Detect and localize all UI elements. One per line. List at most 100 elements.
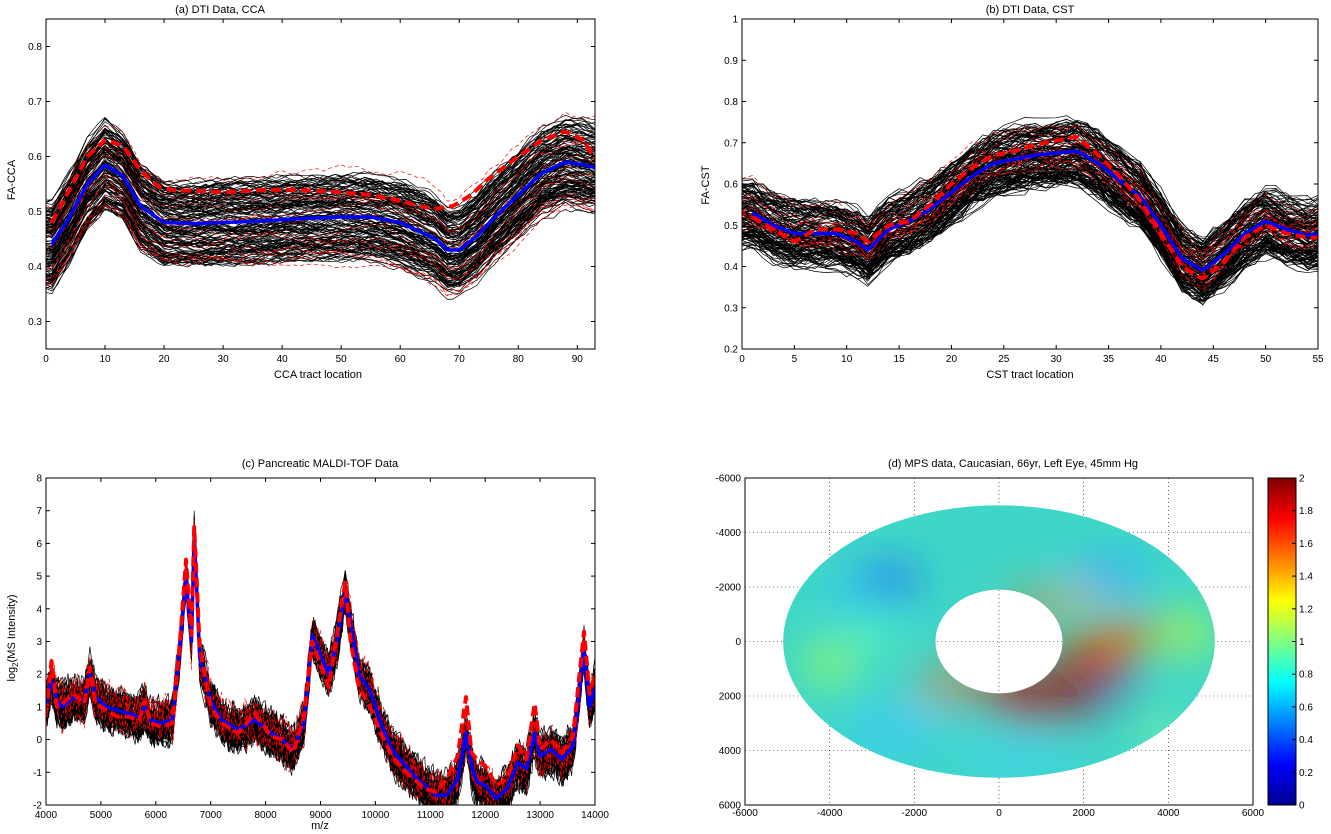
y-tick-label: -4000 <box>715 528 741 539</box>
sample-curve-black <box>742 125 1318 242</box>
y-tick-label: 0 <box>36 735 42 746</box>
x-tick-label: 40 <box>1155 354 1167 365</box>
panel-b-title: (b) DTI Data, CST <box>986 4 1075 16</box>
sample-curve-black <box>46 199 595 295</box>
y-tick-label: -2000 <box>715 583 741 594</box>
colorbar: 0 0.2 0.4 0.6 0.8 1 1.2 1.4 1.6 1.8 2 <box>1267 474 1313 812</box>
y-tick-label: 0.8 <box>724 97 738 108</box>
x-tick-label: 50 <box>336 354 348 365</box>
x-tick-label: 35 <box>1103 354 1115 365</box>
y-tick-label: 0.4 <box>724 262 738 273</box>
y-tick-label: -2 <box>33 801 42 812</box>
x-tick-label: 25 <box>998 354 1010 365</box>
colorbar-tick-label: 1.6 <box>1299 539 1313 550</box>
panel-a-xlabel: CCA tract location <box>274 369 362 381</box>
y-tick-label: -1 <box>33 768 42 779</box>
sample-curve-black <box>46 528 595 805</box>
y-tick-label: 6000 <box>719 801 742 812</box>
x-tick-label: 90 <box>572 354 584 365</box>
sample-curve-red <box>46 535 595 803</box>
panel-b-ylabel: FA-CST <box>700 165 712 204</box>
mean-curve-red-dashed <box>50 129 595 224</box>
sample-curve-black <box>46 131 595 226</box>
heatmap-blob <box>918 671 978 699</box>
sample-curve-black <box>742 170 1318 283</box>
panel-c: 4000 5000 6000 7000 8000 9000 10000 11000 12000 1… <box>33 474 609 822</box>
panel-d-title: (d) MPS data, Caucasian, 66yr, Left Eye,… <box>888 458 1138 470</box>
sample-curve-black <box>46 180 595 276</box>
colorbar-gradient <box>1267 477 1297 806</box>
sample-curve-black <box>742 172 1318 293</box>
heatmap-blob <box>829 578 872 607</box>
sample-curve-black <box>46 129 595 219</box>
sample-curve-red <box>46 173 595 270</box>
sample-curve-red <box>742 153 1318 291</box>
x-tick-label: 9000 <box>309 810 332 821</box>
sample-curve-black <box>742 145 1318 273</box>
x-tick-label: 8000 <box>254 810 277 821</box>
x-tick-label: 2000 <box>1073 808 1096 819</box>
x-tick-label: 20 <box>946 354 958 365</box>
panel-c-title: (c) Pancreatic MALDI-TOF Data <box>242 458 399 470</box>
sample-curve-black <box>742 160 1318 291</box>
colorbar-tick-label: 0.4 <box>1299 735 1313 746</box>
panel-c-xlabel: m/z <box>311 820 329 832</box>
sample-curve-black <box>46 199 595 286</box>
sample-curve-black <box>46 172 595 261</box>
sample-curve-red <box>742 124 1318 256</box>
panel-a-ylabel: FA-CCA <box>6 159 18 200</box>
x-tick-label: 50 <box>1260 354 1272 365</box>
y-tick-label: -6000 <box>715 474 741 485</box>
x-tick-label: 7000 <box>200 810 223 821</box>
sample-curve-red <box>46 180 595 282</box>
mean-curve-blue <box>751 149 1318 272</box>
mean-curve-red-dashed <box>751 135 1318 281</box>
colorbar-tick-label: 1 <box>1299 637 1305 648</box>
y-tick-label: 0.3 <box>724 303 738 314</box>
sample-curve-black <box>46 137 595 241</box>
colorbar-tick-label: 1.8 <box>1299 506 1313 517</box>
heatmap-blob <box>1070 557 1148 590</box>
sample-curve-black <box>46 119 595 214</box>
y-tick-label: 0.7 <box>28 97 42 108</box>
sample-curve-red <box>46 519 595 799</box>
x-tick-label: 0 <box>739 354 745 365</box>
panel-c-ylabel: log2(MS Intensity) <box>6 595 20 682</box>
x-tick-label: 14000 <box>581 810 609 821</box>
sample-curve-black <box>46 154 595 247</box>
y-tick-label: 0.3 <box>28 317 42 328</box>
sample-curve-black <box>46 129 595 218</box>
sample-curve-red <box>46 200 595 296</box>
sample-curve-red <box>742 125 1318 254</box>
sample-curve-black <box>742 133 1318 260</box>
heatmap-blob <box>1168 608 1211 658</box>
sample-curve-black <box>742 167 1318 286</box>
panel-c-plot-area <box>46 510 595 805</box>
x-tick-label: 30 <box>1051 354 1063 365</box>
x-tick-label: 4000 <box>35 810 58 821</box>
sample-curve-black <box>46 143 595 234</box>
sample-curve-red <box>46 141 595 233</box>
heatmap-blob <box>1104 691 1148 711</box>
colorbar-tick-label: 0 <box>1299 801 1305 812</box>
y-tick-label: 0.6 <box>28 152 42 163</box>
heatmap-blob <box>850 616 894 650</box>
x-tick-label: 10000 <box>361 810 389 821</box>
sample-curve-red <box>46 542 595 805</box>
heatmap-blob <box>1130 715 1190 743</box>
y-tick-label: 4 <box>36 604 42 615</box>
x-tick-label: 5000 <box>90 810 113 821</box>
x-tick-label: 70 <box>454 354 466 365</box>
x-tick-label: 6000 <box>1242 808 1265 819</box>
sample-curve-black <box>46 144 595 243</box>
x-tick-label: -6000 <box>732 808 758 819</box>
sample-curve-red <box>46 111 595 209</box>
x-tick-label: 4000 <box>1157 808 1180 819</box>
sample-curve-black <box>46 117 595 210</box>
panel-b: 0 5 10 15 20 25 30 35 40 45 50 55 0.2 0.3 0.4 0.5 0.6 0.7… <box>724 15 1324 366</box>
sample-curve-black <box>742 171 1318 303</box>
mean-curve-blue <box>50 160 595 252</box>
heatmap-blob <box>1070 636 1148 658</box>
heatmap-blob <box>1045 589 1105 607</box>
panel-a: 0 10 20 30 40 50 60 70 80 90 0.3 0.4 0.5 0.6 0.7 0.8 <box>28 18 596 365</box>
